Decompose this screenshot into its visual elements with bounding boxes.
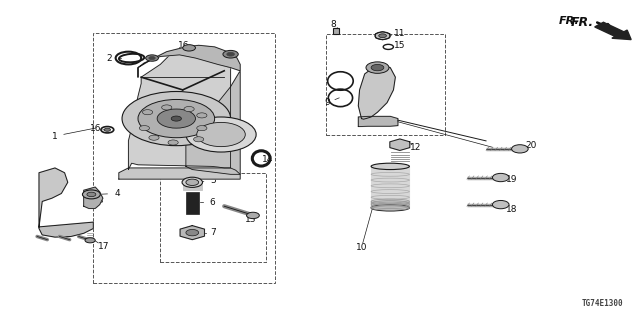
- Text: 15: 15: [394, 41, 406, 51]
- Text: 2: 2: [106, 53, 112, 62]
- Text: 12: 12: [410, 143, 422, 152]
- Circle shape: [149, 56, 156, 60]
- Circle shape: [149, 135, 159, 140]
- Text: FR.: FR.: [570, 17, 593, 29]
- Text: 7: 7: [210, 228, 216, 237]
- Circle shape: [143, 110, 153, 115]
- Text: 5: 5: [210, 176, 216, 185]
- Circle shape: [104, 128, 111, 131]
- Text: 17: 17: [99, 242, 110, 251]
- Circle shape: [492, 200, 509, 209]
- Polygon shape: [180, 226, 204, 240]
- Circle shape: [146, 55, 159, 61]
- Circle shape: [186, 117, 256, 152]
- Circle shape: [138, 100, 214, 138]
- Text: 8: 8: [330, 20, 335, 29]
- Text: 3: 3: [97, 196, 102, 205]
- Circle shape: [186, 179, 198, 186]
- Bar: [182, 184, 202, 190]
- Text: 18: 18: [506, 205, 517, 214]
- Circle shape: [196, 113, 207, 118]
- Circle shape: [492, 173, 509, 182]
- Text: 4: 4: [114, 189, 120, 198]
- Circle shape: [162, 105, 172, 110]
- Circle shape: [196, 123, 245, 147]
- Polygon shape: [358, 116, 398, 126]
- Bar: [326, 34, 445, 134]
- Circle shape: [157, 109, 195, 128]
- Circle shape: [184, 107, 194, 112]
- Text: 1: 1: [52, 132, 58, 140]
- Circle shape: [371, 64, 384, 71]
- Circle shape: [227, 52, 234, 56]
- Polygon shape: [39, 222, 93, 237]
- Ellipse shape: [371, 204, 410, 211]
- Circle shape: [168, 140, 178, 145]
- Circle shape: [379, 34, 387, 38]
- Circle shape: [83, 190, 100, 199]
- Text: 20: 20: [525, 141, 536, 150]
- Text: 6: 6: [210, 197, 216, 206]
- Circle shape: [193, 137, 204, 142]
- Polygon shape: [84, 187, 103, 208]
- Circle shape: [140, 125, 150, 131]
- Circle shape: [511, 145, 528, 153]
- Ellipse shape: [371, 163, 410, 170]
- Bar: [371, 166, 410, 208]
- Polygon shape: [186, 71, 240, 174]
- Text: 16: 16: [90, 124, 101, 133]
- Circle shape: [246, 212, 259, 219]
- Polygon shape: [390, 139, 410, 150]
- Circle shape: [182, 45, 195, 51]
- Circle shape: [87, 192, 96, 197]
- Circle shape: [366, 62, 389, 73]
- Text: 16: 16: [178, 41, 189, 51]
- Bar: [93, 33, 275, 283]
- FancyArrow shape: [595, 22, 631, 40]
- Circle shape: [223, 50, 238, 58]
- Circle shape: [375, 32, 390, 40]
- Circle shape: [172, 116, 181, 121]
- Circle shape: [85, 238, 95, 243]
- Text: TG74E1300: TG74E1300: [582, 299, 623, 308]
- Text: 14: 14: [262, 155, 273, 164]
- Polygon shape: [39, 168, 68, 227]
- Polygon shape: [358, 64, 396, 119]
- Text: FR.: FR.: [559, 16, 579, 27]
- Text: 13: 13: [245, 215, 257, 224]
- Text: 10: 10: [356, 243, 367, 252]
- Circle shape: [122, 92, 230, 146]
- Polygon shape: [138, 45, 240, 77]
- Polygon shape: [119, 168, 240, 179]
- Text: 9: 9: [324, 98, 330, 107]
- Text: 11: 11: [394, 29, 406, 38]
- Polygon shape: [129, 53, 230, 170]
- Text: 19: 19: [506, 175, 517, 184]
- Bar: [161, 173, 266, 262]
- Circle shape: [182, 177, 202, 188]
- Circle shape: [186, 229, 198, 236]
- Circle shape: [196, 125, 207, 131]
- Bar: [390, 147, 410, 163]
- Bar: [186, 192, 198, 214]
